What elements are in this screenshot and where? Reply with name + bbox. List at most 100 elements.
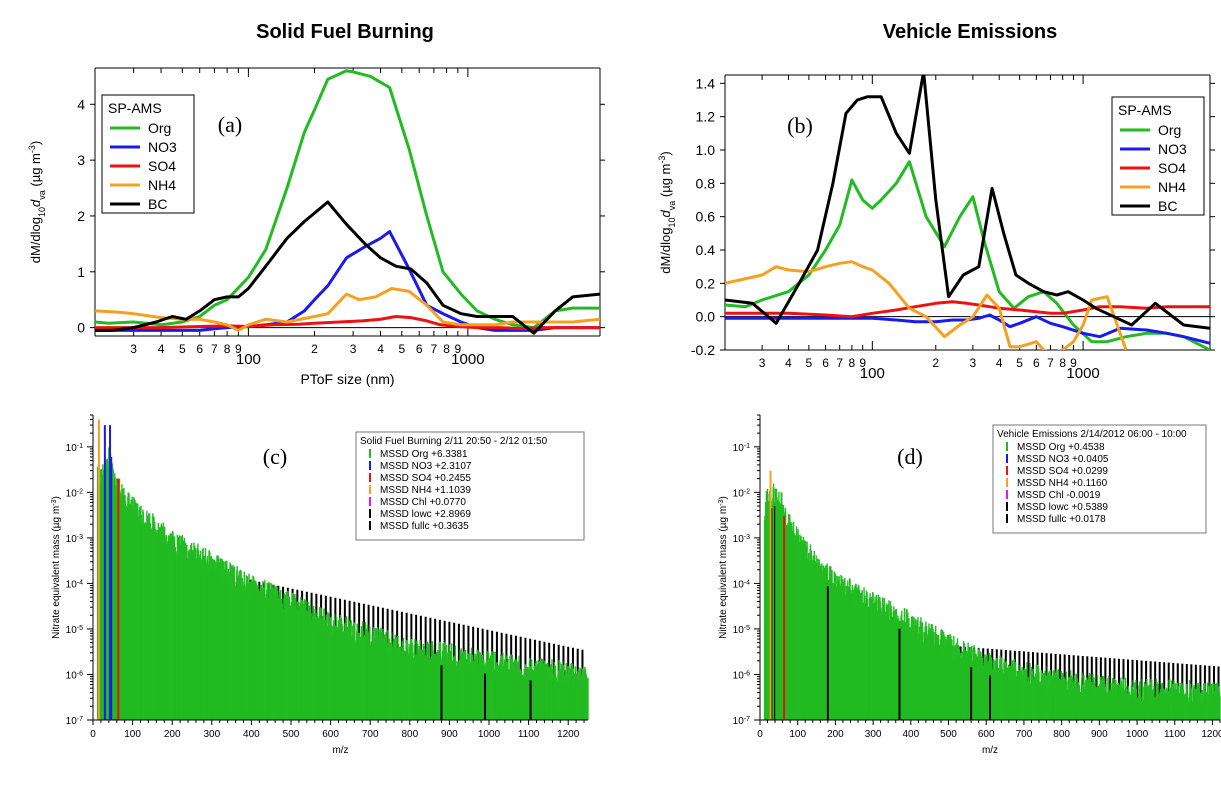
- y-tick-exponent: -6: [77, 670, 83, 677]
- x-minor-tick-label: 8: [443, 342, 450, 356]
- y-label-part: dM/dlog: [28, 217, 43, 263]
- series-line-so4: [725, 300, 1210, 319]
- panel-label: (b): [787, 113, 813, 138]
- y-tick-exponent: -2: [744, 488, 750, 495]
- legend-entry-nh4: MSSD NH4 +0.1160: [1017, 478, 1108, 489]
- y-tick-label: 10-3: [66, 533, 83, 545]
- x-minor-tick-label: 7: [1047, 356, 1054, 370]
- y-label-part: ): [51, 496, 62, 499]
- x-major-tick-label: 1000: [451, 351, 484, 368]
- y-axis-label: dM/dlog10dva (µg m-3): [657, 151, 677, 273]
- legend-title: SP-AMS: [108, 100, 162, 116]
- x-tick-label: 300: [865, 729, 882, 740]
- legend-entry-no3: NO3: [148, 139, 177, 155]
- y-tick-exponent: -3: [744, 533, 750, 540]
- x-minor-tick-label: 8: [1059, 356, 1066, 370]
- legend-entry-no3: NO3: [1158, 141, 1187, 157]
- y-axis-label: dM/dlog10dva (µg m-3): [27, 141, 47, 263]
- y-tick-label: 1.2: [696, 109, 716, 125]
- series-group: [95, 69, 600, 335]
- legend-entry-nh4: NH4: [1158, 179, 1186, 195]
- y-tick-label: 10-1: [733, 442, 750, 454]
- y-tick-exponent: -7: [744, 716, 750, 723]
- y-tick-label: 10-6: [66, 670, 83, 682]
- x-minor-tick-label: 9: [454, 342, 461, 356]
- y-tick-label: 0.0: [696, 309, 716, 325]
- x-tick-label: 600: [322, 729, 339, 740]
- y-tick-mantissa: 10: [66, 579, 78, 590]
- series-line-nh4: [95, 287, 600, 332]
- x-major-tick-label: 100: [236, 351, 261, 368]
- x-minor-tick-label: 4: [158, 342, 165, 356]
- y-tick-label: 10-1: [66, 442, 83, 454]
- x-minor-tick-label: 5: [179, 342, 186, 356]
- legend-title: SP-AMS: [1118, 102, 1172, 118]
- y-label-part: (µg m: [658, 164, 673, 201]
- x-axis-label: m/z: [982, 745, 998, 756]
- x-minor-tick-label: 9: [859, 356, 866, 370]
- x-minor-tick-label: 8: [849, 356, 856, 370]
- y-tick-exponent: -4: [77, 579, 83, 586]
- legend-entry-no3: MSSD NO3 +2.3107: [380, 461, 472, 472]
- legend-box: [992, 424, 1207, 534]
- y-tick-mantissa: 10: [733, 534, 745, 545]
- panel-label: (a): [218, 112, 242, 137]
- x-tick-label: 700: [1016, 729, 1033, 740]
- x-major-tick-label: 100: [860, 365, 885, 382]
- series-line-bc: [725, 75, 1210, 330]
- series-line-bc: [95, 200, 600, 335]
- x-axis-label: m/z: [332, 745, 348, 756]
- x-minor-tick-label: 5: [1016, 356, 1023, 370]
- y-label-sup: -3: [51, 499, 58, 505]
- y-tick-mantissa: 10: [733, 579, 745, 590]
- legend-title: Vehicle Emissions 2/14/2012 06:00 - 10:0…: [997, 429, 1187, 440]
- x-tick-label: 1200: [1201, 729, 1221, 740]
- x-minor-tick-label: 2: [932, 356, 939, 370]
- x-tick-label: 1100: [1164, 729, 1186, 740]
- x-tick-label: 600: [978, 729, 995, 740]
- y-label-sup: -3: [27, 145, 37, 153]
- y-tick-exponent: -5: [77, 624, 83, 631]
- y-tick-label: 3: [77, 152, 85, 168]
- x-minor-tick-label: 2: [311, 342, 318, 356]
- legend-entry-nh4: MSSD NH4 +1.1039: [380, 485, 471, 496]
- left-figure-title: Solid Fuel Burning: [256, 21, 434, 43]
- series-group: [725, 75, 1210, 350]
- y-tick-mantissa: 10: [66, 716, 78, 727]
- y-tick-label: 10-2: [733, 488, 750, 500]
- y-tick-exponent: -7: [77, 716, 83, 723]
- series-line-no3: [725, 313, 1210, 345]
- chart-legend: Vehicle Emissions 2/14/2012 06:00 - 10:0…: [992, 424, 1207, 534]
- y-label-part: (µg m: [28, 153, 43, 190]
- legend-entry-fullc: MSSD fullc +0.3635: [380, 521, 469, 532]
- y-tick-mantissa: 10: [733, 443, 745, 454]
- legend-entry-so4: MSSD SO4 +0.0299: [1017, 466, 1108, 477]
- legend-entry-chl: MSSD Chl -0.0019: [1017, 490, 1101, 501]
- y-label-sub: va: [667, 201, 677, 211]
- legend-entry-fullc: MSSD fullc +0.0178: [1017, 514, 1106, 525]
- x-minor-tick-label: 6: [416, 342, 423, 356]
- y-tick-label: 10-4: [733, 579, 750, 591]
- spectrum-bars: [763, 470, 1221, 720]
- legend-entry-org: MSSD Org +0.4538: [1017, 442, 1105, 453]
- series-line-nh4: [725, 260, 1128, 350]
- y-tick-exponent: -2: [77, 488, 83, 495]
- legend-entry-nh4: NH4: [148, 177, 176, 193]
- y-label-part: Nitrate equivalent mass (µg m: [718, 506, 729, 639]
- x-tick-label: 1000: [478, 729, 501, 740]
- y-tick-label: 10-5: [66, 624, 83, 636]
- y-label-part: ): [658, 151, 673, 155]
- panel-label: (c): [263, 444, 287, 469]
- panel-c-mass-spectrum-solid-fuel: 10-110-210-310-410-510-610-70 100 200 300 40…: [51, 414, 589, 756]
- legend-entry-lowc: MSSD lowc +2.8969: [380, 509, 471, 520]
- x-minor-tick-label: 5: [398, 342, 405, 356]
- x-minor-tick-label: 5: [806, 356, 813, 370]
- y-tick-label: 0: [77, 320, 85, 336]
- y-tick-label: 10-2: [66, 488, 83, 500]
- y-tick-label: 0.8: [696, 175, 716, 191]
- y-tick-mantissa: 10: [66, 670, 78, 681]
- series-line-so4: [95, 315, 600, 331]
- legend-entry-lowc: MSSD lowc +0.5389: [1017, 502, 1108, 513]
- legend-entry-org: Org: [1158, 122, 1181, 138]
- x-tick-label: 1000: [1126, 729, 1149, 740]
